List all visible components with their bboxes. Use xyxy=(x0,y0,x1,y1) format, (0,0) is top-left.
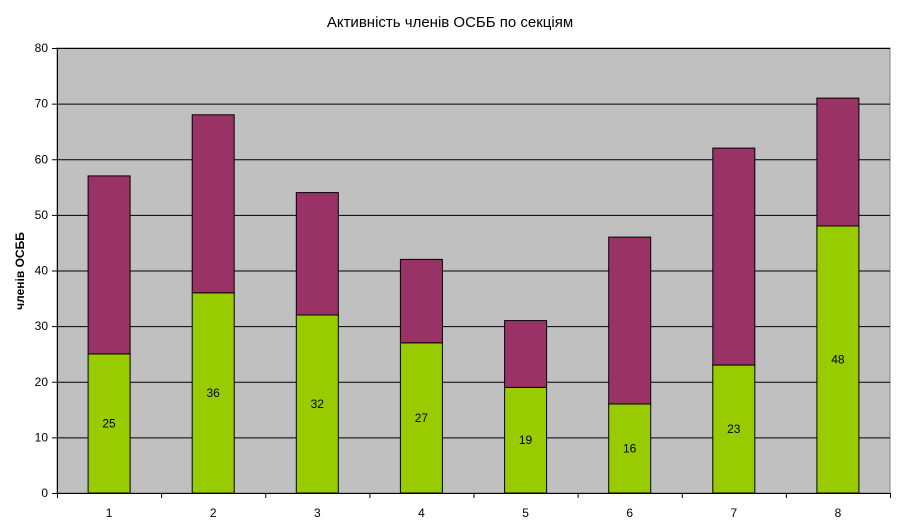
x-tick-label: 8 xyxy=(835,506,842,520)
bar-segment xyxy=(712,147,756,366)
y-tick-label: 40 xyxy=(35,264,49,278)
data-label: 36 xyxy=(207,386,221,400)
x-tick-label: 7 xyxy=(730,506,737,520)
y-tick-label: 20 xyxy=(35,375,49,389)
x-tick-label: 5 xyxy=(522,506,529,520)
bar-segment xyxy=(295,192,339,316)
y-tick-label: 50 xyxy=(35,208,49,222)
x-tick-label: 6 xyxy=(626,506,633,520)
x-tick-label: 1 xyxy=(106,506,113,520)
data-label: 23 xyxy=(727,422,741,436)
bar-segment xyxy=(712,364,756,494)
bar-segment xyxy=(816,225,860,494)
y-tick-label: 30 xyxy=(35,319,49,333)
data-label: 16 xyxy=(623,442,637,456)
data-label: 19 xyxy=(519,433,533,447)
bar-segment xyxy=(399,258,443,344)
data-labels: 25 36 32 27 19 16 23 48 xyxy=(102,353,845,456)
data-label: 27 xyxy=(415,411,429,425)
x-tick-label: 2 xyxy=(210,506,217,520)
y-tick-label: 10 xyxy=(35,430,49,444)
y-tick-label: 70 xyxy=(35,97,49,111)
y-tick-label: 60 xyxy=(35,152,49,166)
bar-segment xyxy=(608,236,652,405)
bar-segment xyxy=(295,314,339,494)
x-tick-label: 3 xyxy=(314,506,321,520)
bar-segment xyxy=(816,97,860,227)
bar-segment xyxy=(87,353,131,494)
chart-title: Активність членів ОСББ по секціям xyxy=(327,14,573,31)
bar-segment xyxy=(504,320,548,388)
y-axis-label: членів ОСББ xyxy=(13,232,27,310)
data-label: 32 xyxy=(311,397,325,411)
data-label: 48 xyxy=(831,353,845,367)
bars xyxy=(87,97,860,494)
x-tick-label: 4 xyxy=(418,506,425,520)
bar-segment xyxy=(87,175,131,355)
data-label: 25 xyxy=(102,417,116,431)
y-tick-label: 80 xyxy=(35,41,49,55)
bar-segment xyxy=(399,342,443,494)
bar-segment xyxy=(504,386,548,494)
bar-segment xyxy=(191,114,235,294)
y-tick-label: 0 xyxy=(41,486,48,500)
bar-segment xyxy=(608,403,652,494)
